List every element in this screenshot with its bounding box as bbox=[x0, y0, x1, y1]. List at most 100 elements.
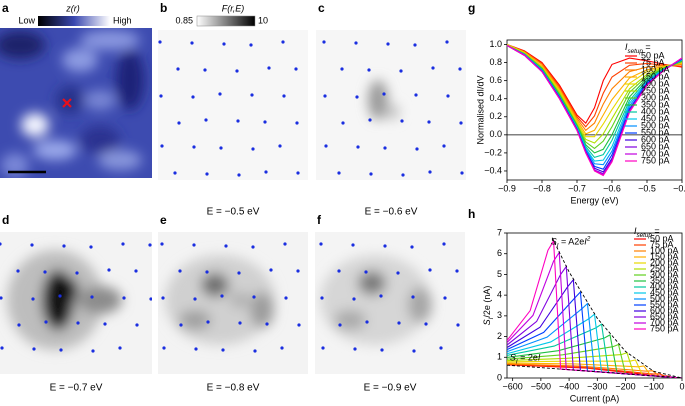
y-tick-label: 0.0 bbox=[489, 129, 502, 139]
legend-label: 100 pA bbox=[650, 245, 679, 255]
lattice-dot bbox=[399, 69, 403, 73]
text-part: I bbox=[516, 358, 518, 365]
lattice-dot bbox=[206, 320, 210, 324]
series-line bbox=[507, 44, 682, 170]
lattice-dot bbox=[0, 296, 3, 300]
lattice-dot bbox=[31, 297, 35, 301]
legend-label: 75 pA bbox=[641, 57, 665, 67]
lattice-dot bbox=[135, 323, 139, 327]
lattice-dot bbox=[337, 171, 341, 175]
x-tick-label: −400 bbox=[559, 381, 579, 391]
legend-label: 75 pA bbox=[650, 239, 674, 249]
lattice-dot bbox=[162, 346, 166, 350]
lattice-dot bbox=[91, 349, 95, 353]
lattice-dot bbox=[30, 243, 34, 247]
lattice-dot bbox=[280, 346, 284, 350]
lattice-dot bbox=[442, 242, 446, 246]
lattice-dot bbox=[427, 120, 431, 124]
y-tick-label: 0.4 bbox=[489, 93, 502, 103]
colorbar-low: Low bbox=[18, 15, 35, 25]
lattice-dot bbox=[218, 92, 222, 96]
lattice-dot bbox=[431, 66, 435, 70]
x-tick-label: −0.5 bbox=[638, 183, 656, 193]
text-part: I bbox=[557, 242, 559, 249]
legend-label: 550 pA bbox=[641, 127, 670, 137]
lattice-dot bbox=[75, 271, 79, 275]
legend-label: 450 pA bbox=[650, 287, 679, 297]
lattice-dot bbox=[59, 348, 63, 352]
lattice-dot bbox=[383, 146, 387, 150]
x-tick-label: −0.8 bbox=[533, 183, 551, 193]
lattice-dot bbox=[321, 346, 325, 350]
x-axis-label: Energy (eV) bbox=[570, 195, 618, 205]
y-tick-label: 0.6 bbox=[489, 75, 502, 85]
lattice-dot bbox=[237, 173, 241, 177]
x-tick-label: 0 bbox=[679, 381, 684, 391]
panel-label: f bbox=[317, 213, 322, 227]
axes-frame bbox=[506, 232, 683, 379]
lattice-dot bbox=[219, 146, 223, 150]
map-image bbox=[0, 232, 152, 374]
legend-label: 400 pA bbox=[650, 281, 679, 291]
legend-label: 100 pA bbox=[641, 64, 670, 74]
map-image bbox=[158, 30, 308, 180]
lattice-dot bbox=[265, 322, 269, 326]
caption: E = −0.7 eV bbox=[50, 383, 103, 394]
series-line bbox=[507, 44, 682, 132]
lattice-dot bbox=[369, 172, 373, 176]
lattice-dot bbox=[352, 297, 356, 301]
legend-label: 700 pA bbox=[650, 317, 679, 327]
text-part: S bbox=[510, 353, 516, 363]
lattice-dot bbox=[203, 68, 207, 72]
lattice-dot bbox=[396, 271, 400, 275]
lattice-dot bbox=[338, 323, 342, 327]
lattice-dot bbox=[160, 144, 164, 148]
lattice-dot bbox=[382, 92, 386, 96]
lattice-dot bbox=[428, 268, 432, 272]
annotation: SI = 2eI bbox=[510, 353, 541, 366]
legend-label: 150 pA bbox=[641, 71, 670, 81]
legend-label: 750 pA bbox=[641, 155, 670, 165]
x-tick-label: −600 bbox=[503, 381, 523, 391]
panel-label: a bbox=[2, 1, 9, 15]
lattice-dot bbox=[446, 94, 450, 98]
lattice-dot bbox=[149, 297, 152, 301]
lattice-dot bbox=[413, 43, 417, 47]
topography-image bbox=[0, 28, 152, 178]
legend-label: 750 pA bbox=[650, 323, 679, 333]
lattice-dot bbox=[267, 66, 271, 70]
panel-label: e bbox=[160, 213, 167, 227]
lattice-dot bbox=[250, 93, 254, 97]
lattice-dot bbox=[89, 245, 93, 249]
text-part: I bbox=[538, 353, 541, 363]
text-part: I bbox=[634, 226, 637, 236]
colorbar-high: High bbox=[113, 15, 132, 25]
series-line bbox=[507, 44, 682, 124]
lattice-dot bbox=[411, 295, 415, 299]
lattice-dot bbox=[414, 93, 418, 97]
colorbar-low: 0.85 bbox=[175, 15, 193, 25]
lattice-dot bbox=[383, 244, 387, 248]
lattice-dot bbox=[281, 40, 285, 44]
lattice-dot bbox=[224, 244, 228, 248]
legend-label: 250 pA bbox=[641, 85, 670, 95]
lattice-dot bbox=[16, 269, 20, 273]
lattice-dot bbox=[401, 173, 405, 177]
lattice-dot bbox=[222, 42, 226, 46]
series-line bbox=[507, 44, 682, 162]
fit-line bbox=[551, 237, 682, 378]
lattice-dot bbox=[278, 144, 282, 148]
lattice-dot bbox=[353, 347, 357, 351]
colorbar-title: F(r,E) bbox=[222, 3, 245, 13]
panel-label: g bbox=[468, 1, 475, 15]
map-image bbox=[315, 232, 465, 374]
lattice-dot bbox=[400, 119, 404, 123]
lattice-dot bbox=[32, 347, 36, 351]
legend-label: 150 pA bbox=[650, 251, 679, 261]
y-tick-label: −0.2 bbox=[484, 147, 502, 157]
y-axis-label: Normalised dI/dV bbox=[475, 75, 485, 144]
panel-label: h bbox=[468, 207, 475, 221]
text-part: setup bbox=[628, 48, 644, 55]
text-part: I bbox=[625, 42, 628, 52]
x-tick-label: −0.9 bbox=[498, 183, 516, 193]
